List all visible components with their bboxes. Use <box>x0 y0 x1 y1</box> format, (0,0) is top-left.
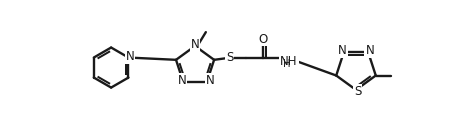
Text: S: S <box>226 51 233 64</box>
Text: N: N <box>338 44 347 57</box>
Text: N: N <box>205 74 214 87</box>
Text: N: N <box>177 74 186 87</box>
Text: S: S <box>354 85 361 98</box>
Text: N: N <box>191 38 199 51</box>
Text: N: N <box>126 50 134 63</box>
Text: NH: NH <box>280 55 298 68</box>
Text: N: N <box>365 44 374 57</box>
Text: O: O <box>259 33 268 45</box>
Text: H: H <box>283 59 291 69</box>
